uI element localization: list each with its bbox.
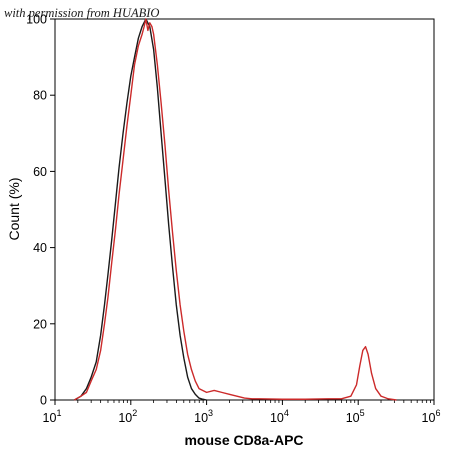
y-tick-label: 60	[33, 165, 47, 179]
series-line-red	[74, 18, 397, 401]
y-tick-label: 80	[33, 89, 47, 103]
y-tick-label: 0	[40, 394, 47, 408]
y-tick-label: 20	[33, 317, 47, 331]
x-tick-label: 101	[43, 408, 62, 425]
x-tick-label: 102	[118, 408, 137, 425]
y-axis-title: Count (%)	[6, 177, 22, 240]
watermark-text: with permission from HUABIO	[4, 6, 160, 20]
series-layer	[74, 18, 397, 401]
x-tick-label: 104	[270, 408, 289, 425]
x-axis-ticks: 101 102 103 104 105 106	[43, 400, 441, 425]
y-axis-ticks: 0 20 40 60 80 100	[26, 13, 55, 408]
x-tick-label: 105	[346, 408, 365, 425]
y-tick-label: 40	[33, 241, 47, 255]
x-tick-label: 103	[194, 408, 213, 425]
x-tick-label: 106	[422, 408, 441, 425]
plot-frame	[54, 18, 435, 401]
x-axis-title: mouse CD8a-APC	[184, 432, 303, 448]
y-tick-label: 100	[26, 13, 47, 27]
series-line-black	[74, 18, 207, 401]
